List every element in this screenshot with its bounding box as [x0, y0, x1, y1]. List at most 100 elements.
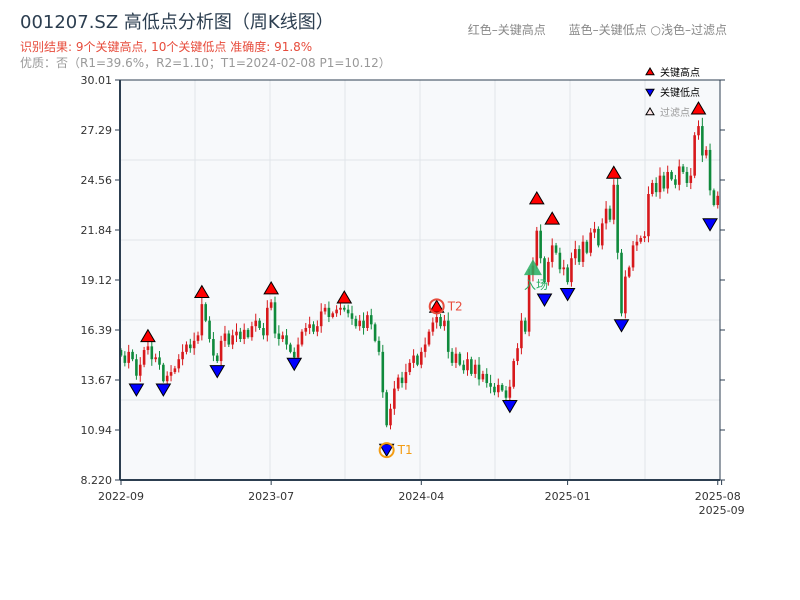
- candle: [658, 167, 662, 199]
- candle: [458, 351, 462, 367]
- candle-body: [500, 384, 504, 391]
- candle-body: [196, 335, 200, 341]
- candle: [381, 344, 385, 398]
- candle: [404, 363, 408, 390]
- candle: [520, 313, 523, 355]
- candle-body: [443, 320, 446, 327]
- candle: [624, 270, 627, 319]
- chart-title: 001207.SZ 高低点分析图（周K线图）: [20, 12, 334, 33]
- candle-body: [131, 351, 134, 360]
- annotation-circle: [378, 442, 395, 459]
- candle: [373, 322, 377, 343]
- x-tick-label: 2025-09: [699, 504, 745, 517]
- candle: [358, 314, 361, 331]
- candle-body: [369, 315, 373, 325]
- candle-body: [662, 175, 666, 189]
- candle-body: [127, 351, 130, 363]
- candle: [662, 171, 666, 192]
- candle-body: [304, 328, 308, 332]
- candle-body: [666, 171, 669, 189]
- candle: [335, 305, 338, 317]
- candle-body: [258, 320, 261, 329]
- candle-body: [574, 249, 577, 259]
- candle-body: [123, 355, 127, 363]
- candle-body: [300, 331, 304, 345]
- key-high-marker-icon: [544, 211, 561, 225]
- candle-body: [535, 230, 539, 266]
- candle: [369, 308, 373, 330]
- candle: [277, 325, 281, 346]
- candle-body: [181, 351, 184, 360]
- candle-body: [316, 326, 319, 332]
- candle: [674, 174, 677, 189]
- candle: [366, 311, 369, 332]
- candle-body: [462, 364, 465, 371]
- candle-body: [643, 236, 646, 239]
- candle-body: [235, 331, 238, 336]
- candle: [389, 403, 392, 430]
- candle: [654, 177, 658, 197]
- candle: [123, 351, 127, 367]
- annotation-label: T1: [397, 443, 413, 457]
- candle: [396, 374, 400, 392]
- candle: [158, 351, 161, 370]
- candle: [423, 337, 427, 358]
- candle-body: [420, 351, 423, 365]
- candle: [635, 234, 639, 251]
- candle-body: [454, 353, 458, 363]
- key-high-marker-icon: [428, 299, 445, 313]
- candle-body: [681, 166, 685, 172]
- candle-body: [343, 307, 346, 310]
- candle-body: [339, 307, 342, 310]
- candle: [604, 201, 608, 230]
- candle-body: [570, 258, 573, 283]
- candle: [570, 252, 573, 287]
- candle: [593, 221, 596, 239]
- candle: [250, 321, 254, 341]
- candle-body: [250, 326, 254, 338]
- candle-body: [504, 390, 508, 398]
- candle: [600, 218, 604, 250]
- candle: [350, 305, 354, 325]
- candle-body: [254, 320, 258, 327]
- key-high-marker-icon: [336, 290, 353, 304]
- candle-body: [716, 195, 720, 206]
- candle-body: [154, 357, 157, 360]
- candle: [162, 362, 165, 383]
- candle-body: [423, 344, 427, 352]
- candle: [612, 179, 616, 225]
- candle-body: [273, 302, 277, 334]
- y-tick-label: 24.56: [81, 174, 113, 187]
- candle: [681, 163, 685, 174]
- candle: [539, 224, 542, 264]
- y-tick-label: 16.39: [81, 324, 113, 337]
- candle-body: [189, 344, 192, 349]
- candle: [346, 304, 350, 318]
- candle: [204, 302, 207, 323]
- candle-body: [689, 175, 693, 183]
- candle-body: [354, 318, 358, 327]
- candle: [651, 179, 654, 197]
- candle-body: [296, 344, 300, 358]
- candle-body: [685, 171, 689, 183]
- candle-body: [627, 267, 631, 277]
- header-legend: 红色–关键高点 蓝色–关键低点 ○浅色–过滤点: [468, 21, 727, 38]
- candle-body: [554, 245, 558, 253]
- key-low-marker-icon: [501, 400, 518, 414]
- candle: [285, 329, 288, 350]
- candle: [323, 304, 327, 315]
- candle: [308, 316, 311, 335]
- candle-body: [312, 324, 315, 332]
- candle-body: [173, 368, 177, 373]
- candle-body: [331, 313, 335, 317]
- legend-marker-icon: [645, 88, 655, 97]
- candle-body: [558, 252, 562, 270]
- candle: [142, 346, 146, 368]
- candle-body: [543, 258, 546, 283]
- candle-body: [547, 261, 550, 283]
- candle-body: [427, 331, 431, 345]
- candle: [470, 356, 473, 376]
- candle-body: [285, 335, 288, 345]
- candle: [489, 374, 492, 394]
- candle: [227, 330, 231, 348]
